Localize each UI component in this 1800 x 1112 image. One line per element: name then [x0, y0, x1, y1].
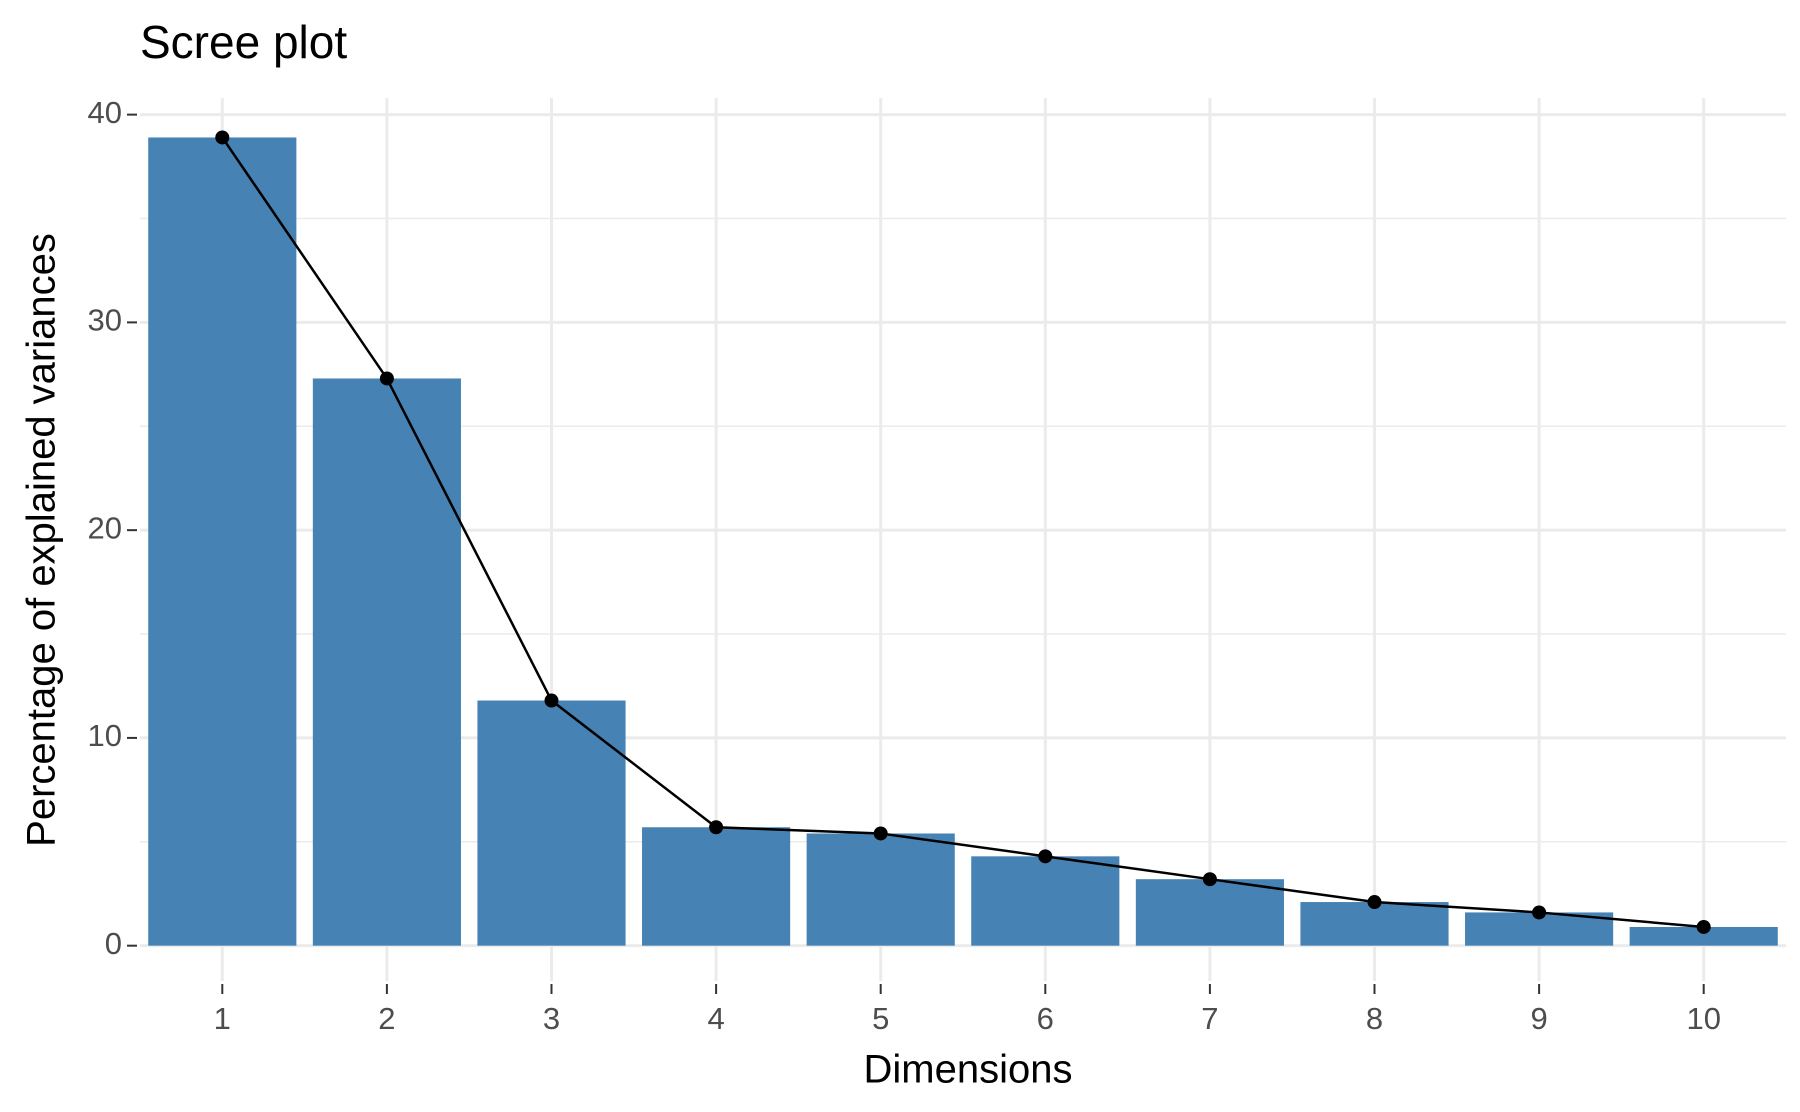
x-tick-label: 8 [1366, 1001, 1383, 1036]
x-tick-label: 5 [872, 1001, 889, 1036]
bar [312, 378, 461, 946]
x-tick-label: 7 [1201, 1001, 1218, 1036]
bar [642, 827, 791, 946]
x-tick-label: 6 [1037, 1001, 1054, 1036]
bar [806, 833, 955, 946]
point [1367, 895, 1382, 910]
point [215, 130, 230, 145]
y-tick-label: 30 [88, 303, 122, 338]
y-tick-label: 10 [88, 718, 122, 753]
point [1202, 872, 1217, 887]
x-axis-title: Dimensions [864, 1048, 1073, 1092]
point [1038, 849, 1053, 864]
x-tick-label: 4 [707, 1001, 724, 1036]
y-tick-label: 20 [88, 510, 122, 545]
bar [1135, 879, 1284, 946]
point [709, 820, 724, 835]
point [379, 371, 394, 386]
x-tick-label: 9 [1530, 1001, 1547, 1036]
x-tick-label: 3 [543, 1001, 560, 1036]
point [544, 693, 559, 708]
bar [1300, 902, 1449, 946]
y-tick-label: 40 [88, 95, 122, 130]
x-tick-label: 1 [214, 1001, 231, 1036]
x-tick-label: 2 [378, 1001, 395, 1036]
point [873, 826, 888, 841]
x-tick-label: 10 [1686, 1001, 1720, 1036]
point [1532, 905, 1547, 920]
bar [148, 137, 297, 946]
bar [971, 856, 1120, 946]
trend-line [221, 136, 1704, 929]
bar [1629, 926, 1778, 946]
y-tick-label: 0 [105, 926, 122, 961]
chart-title: Scree plot [140, 16, 347, 68]
y-axis-title: Percentage of explained variances [20, 233, 64, 847]
bar [477, 700, 626, 946]
point [1696, 919, 1711, 934]
